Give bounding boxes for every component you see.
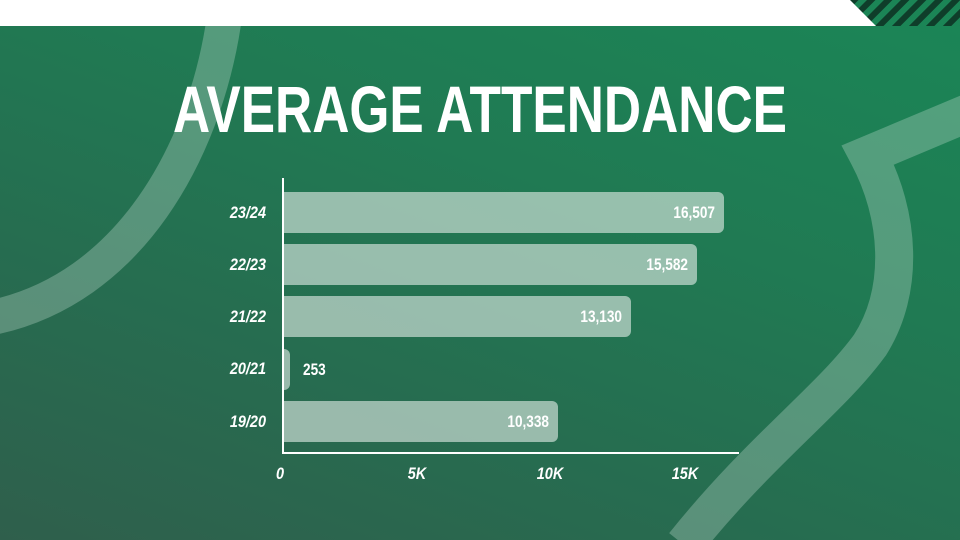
bar-20-21: [284, 349, 290, 390]
x-axis-line: [282, 452, 739, 454]
bar-21-22: [284, 296, 631, 337]
chart-title: AVERAGE ATTENDANCE: [173, 72, 787, 146]
value-label: 13,130: [580, 307, 622, 326]
x-tick-label: 10K: [536, 464, 564, 483]
diagonal-stripes-decoration: [850, 0, 960, 26]
category-label: 19/20: [229, 412, 266, 431]
x-tick-label: 5K: [407, 464, 427, 483]
value-label: 10,338: [507, 412, 549, 431]
bar-22-23: [284, 244, 697, 285]
x-tick-label: 0: [275, 464, 285, 483]
category-label: 20/21: [229, 359, 266, 378]
bar-23-24: [284, 192, 724, 233]
decorative-curves: [0, 26, 960, 540]
category-label: 22/23: [229, 255, 266, 274]
value-label: 253: [303, 360, 326, 379]
value-label: 15,582: [646, 255, 688, 274]
value-label: 16,507: [673, 203, 715, 222]
bar-19-20: [284, 401, 558, 442]
top-white-band: [0, 0, 960, 26]
chart-slide: AVERAGE ATTENDANCE 23/24 22/23 21/22 20/…: [0, 26, 960, 540]
category-label: 23/24: [229, 203, 266, 222]
x-tick-label: 15K: [671, 464, 699, 483]
y-axis-line: [282, 178, 284, 454]
category-label: 21/22: [229, 307, 266, 326]
